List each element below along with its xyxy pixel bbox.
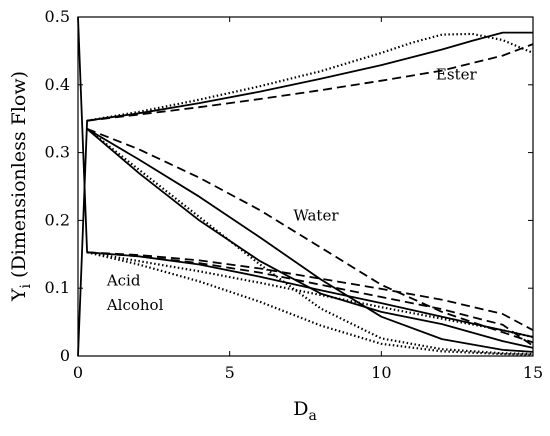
series-line-acid-alcohol-dotted-11 (86, 251, 534, 356)
x-axis-label: Da (293, 398, 317, 424)
x-tick-label: 0 (73, 363, 83, 382)
annotation-acid: Acid (106, 271, 141, 289)
series-line-acid-alcohol-dashed-8 (87, 251, 534, 331)
x-tick-label: 5 (225, 363, 235, 382)
annotation-alcohol: Alcohol (106, 296, 164, 314)
y-tick-label: 0 (60, 346, 70, 365)
x-tick-label: 10 (371, 363, 391, 382)
series-line-acid-alcohol-solid-6 (77, 16, 534, 338)
annotation-ester: Ester (436, 65, 478, 83)
series-line-water-dotted-5 (86, 128, 534, 356)
y-axis-label: Yi (Dimensionless Flow) (8, 71, 34, 302)
annotation-water: Water (293, 206, 339, 224)
series-line-acid-alcohol-solid-7 (86, 128, 534, 349)
series-line-ester-dashed-1 (86, 43, 534, 122)
series-line-acid-alcohol-dashed-9 (87, 251, 534, 347)
series-line-acid-alcohol-dotted-10 (86, 251, 534, 339)
x-axis-ticks: 0 5 10 15 (73, 17, 543, 382)
y-tick-label: 0.1 (45, 278, 70, 297)
series-lines (77, 16, 534, 357)
y-tick-label: 0.3 (45, 143, 70, 162)
plot-frame (77, 16, 534, 357)
y-tick-label: 0.5 (45, 7, 70, 26)
series-line-water-solid-3 (86, 128, 534, 353)
y-tick-label: 0.2 (45, 210, 70, 229)
y-axis-ticks: 0 0.1 0.2 0.3 0.4 0.5 (45, 7, 533, 365)
curve-annotations: Ester Water Acid Alcohol (106, 65, 478, 314)
y-tick-label: 0.4 (45, 75, 70, 94)
x-tick-label: 15 (523, 363, 543, 382)
